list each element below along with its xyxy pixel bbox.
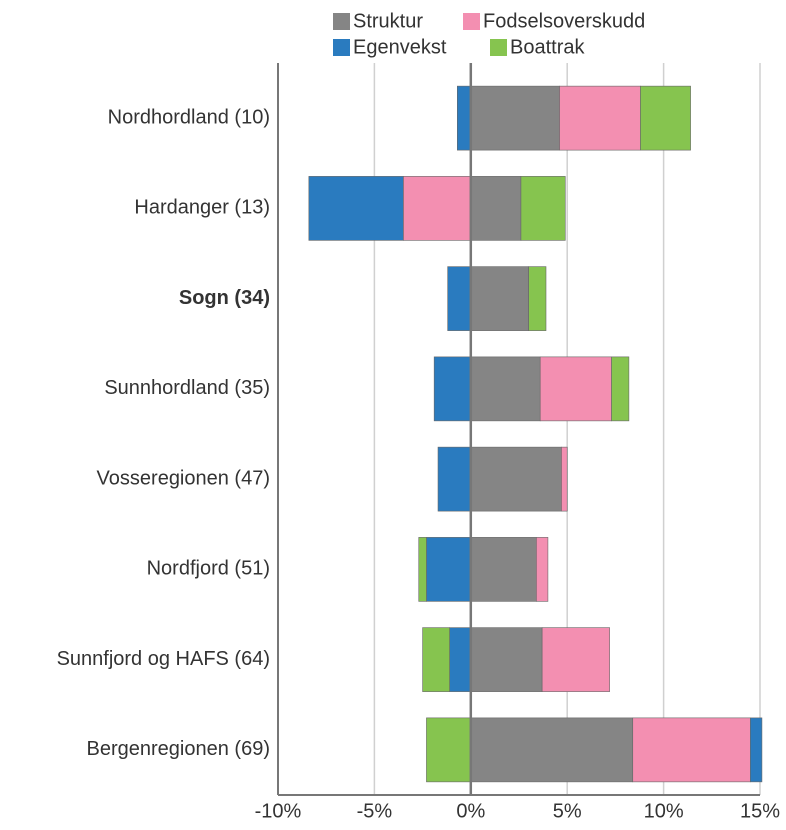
bar-segment bbox=[470, 537, 537, 602]
x-tick-label: -10% bbox=[255, 800, 302, 822]
x-tick-label: -5% bbox=[357, 800, 393, 822]
legend-label: Boattrak bbox=[510, 36, 585, 58]
category-label: Nordhordland (10) bbox=[108, 106, 270, 128]
legend-label: Struktur bbox=[353, 10, 423, 32]
category-label: Vosseregionen (47) bbox=[97, 467, 270, 489]
bar-segment bbox=[470, 176, 522, 241]
bar-segment bbox=[520, 176, 566, 241]
category-label: Sunnfjord og HAFS (64) bbox=[57, 648, 270, 670]
category-label: Nordfjord (51) bbox=[147, 558, 270, 580]
category-label: Sunnhordland (35) bbox=[104, 377, 270, 399]
bar-segment bbox=[308, 176, 404, 241]
bar-segment bbox=[470, 266, 529, 331]
bar-segment bbox=[632, 717, 751, 783]
bar-segment bbox=[447, 266, 472, 331]
legend-swatch bbox=[333, 13, 350, 30]
bar-segment bbox=[470, 717, 634, 783]
bar-segment bbox=[611, 356, 630, 422]
bar-segment bbox=[433, 356, 472, 422]
bar-segment bbox=[418, 537, 427, 602]
bar-segment bbox=[449, 627, 472, 692]
bar-segment bbox=[426, 537, 472, 602]
bar-segment bbox=[541, 627, 610, 692]
bar-segment bbox=[470, 356, 541, 422]
legend-label: Egenvekst bbox=[353, 36, 447, 58]
bar-segment bbox=[750, 717, 763, 783]
bar-segment bbox=[539, 356, 612, 422]
category-label: Hardanger (13) bbox=[134, 197, 270, 219]
bar-segment bbox=[559, 85, 641, 151]
x-tick-label: 10% bbox=[644, 800, 684, 822]
category-label: Bergenregionen (69) bbox=[87, 738, 270, 760]
x-tick-label: 5% bbox=[553, 800, 582, 822]
legend-swatch bbox=[490, 39, 507, 56]
bar-segment bbox=[457, 85, 472, 151]
bar-segment bbox=[470, 85, 560, 151]
category-label: Sogn (34) bbox=[179, 287, 270, 309]
bar-segment bbox=[640, 85, 691, 151]
x-tick-label: 15% bbox=[740, 800, 780, 822]
x-tick-label: 0% bbox=[456, 800, 485, 822]
legend-swatch bbox=[333, 39, 350, 56]
legend-swatch bbox=[463, 13, 480, 30]
bar-segment bbox=[470, 627, 543, 692]
bar-segment bbox=[528, 266, 547, 331]
bar-segment bbox=[536, 537, 549, 602]
bar-segment bbox=[403, 176, 472, 241]
bar-segment bbox=[437, 446, 472, 512]
bar-segment bbox=[470, 446, 562, 512]
legend-label: Fodselsoverskudd bbox=[483, 10, 645, 32]
bar-segment bbox=[561, 446, 568, 512]
bar-segment bbox=[426, 717, 472, 783]
bar-segment bbox=[422, 627, 450, 692]
